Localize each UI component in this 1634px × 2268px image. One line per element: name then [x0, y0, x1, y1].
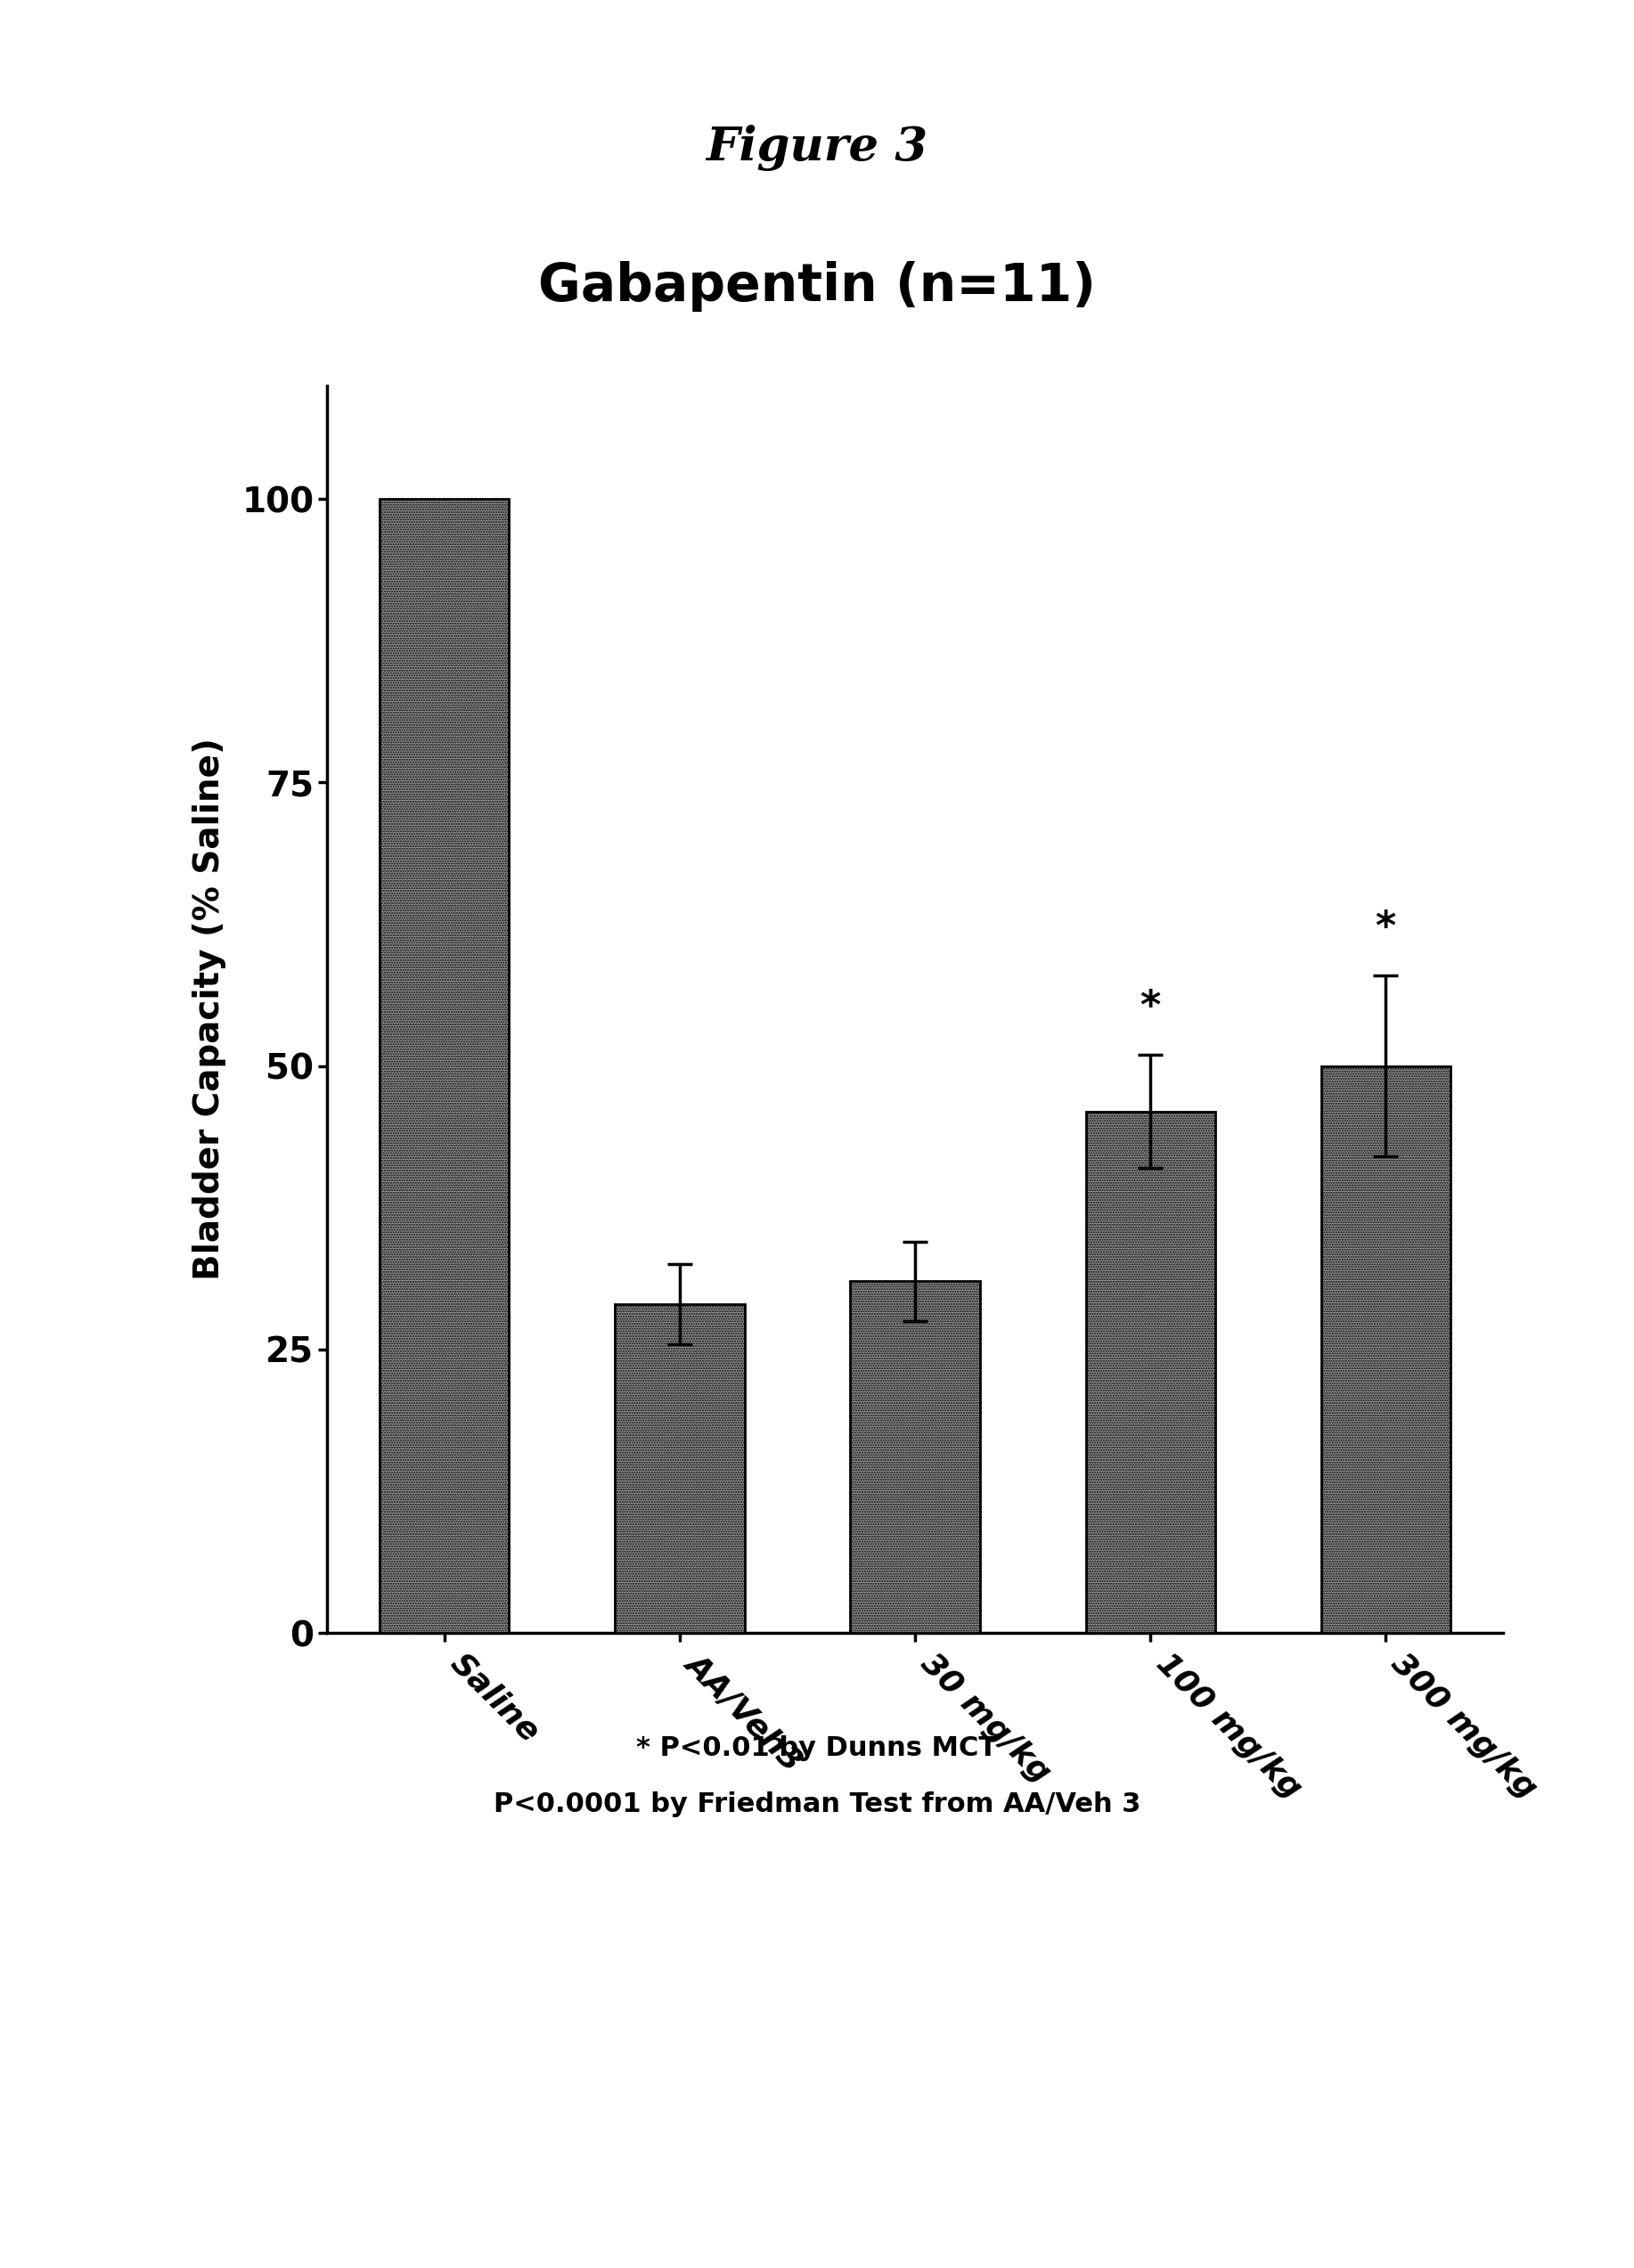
Text: P<0.0001 by Friedman Test from AA/Veh 3: P<0.0001 by Friedman Test from AA/Veh 3	[493, 1792, 1141, 1817]
Text: Figure 3: Figure 3	[706, 125, 928, 170]
Bar	[1320, 1066, 1451, 1633]
Text: *: *	[1376, 909, 1395, 948]
Bar	[850, 1281, 980, 1633]
Bar	[614, 1304, 745, 1633]
Text: * P<0.01 by Dunns MCT: * P<0.01 by Dunns MCT	[637, 1735, 997, 1760]
Bar	[379, 499, 510, 1633]
Bar	[1085, 1111, 1216, 1633]
Text: Gabapentin (n=11): Gabapentin (n=11)	[538, 261, 1096, 311]
Y-axis label: Bladder Capacity (% Saline): Bladder Capacity (% Saline)	[193, 737, 227, 1281]
Text: *: *	[1141, 989, 1160, 1025]
